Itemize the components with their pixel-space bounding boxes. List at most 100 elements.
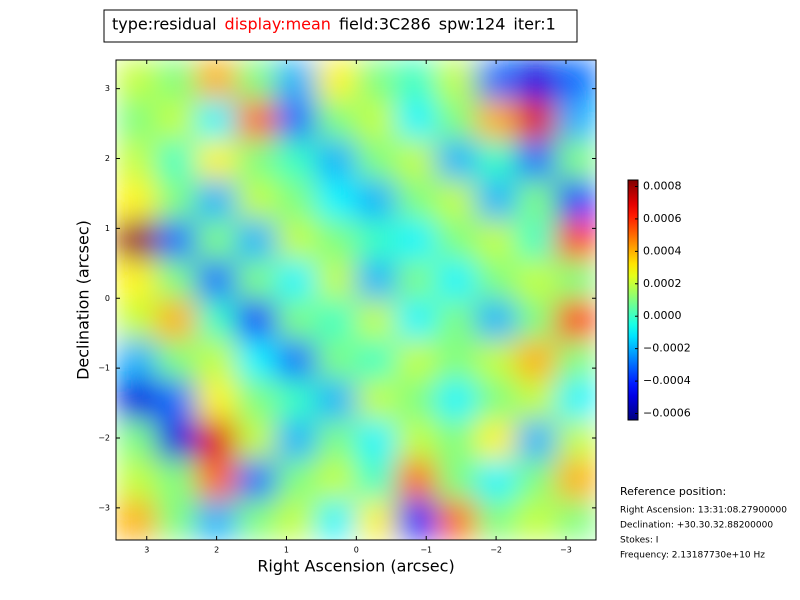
- heatmap-cell: [396, 260, 437, 301]
- heatmap-cell: [476, 340, 517, 381]
- heatmap-cell: [436, 380, 477, 421]
- heatmap-cell: [356, 140, 397, 181]
- heatmap-cell: [396, 340, 437, 381]
- x-tick-label: 1: [284, 546, 289, 555]
- heatmap-cell: [236, 180, 277, 221]
- x-tick-label: 3: [144, 546, 149, 555]
- colorbar-tick-label: 0.0000: [643, 309, 682, 322]
- heatmap-cell: [156, 420, 197, 461]
- heatmap-cell: [316, 260, 357, 301]
- heatmap-cell: [316, 380, 357, 421]
- heatmap-cell: [356, 460, 397, 501]
- heatmap-cell: [556, 180, 596, 221]
- heatmap-cell: [556, 140, 596, 181]
- heatmap-cell: [396, 220, 437, 261]
- heatmap-cell: [156, 140, 197, 181]
- heatmap-cell: [236, 100, 277, 141]
- heatmap-cell: [556, 380, 596, 421]
- y-tick-label: 0: [105, 294, 110, 303]
- y-tick-label: 3: [105, 84, 110, 93]
- heatmap-cell: [356, 380, 397, 421]
- heatmap-cell: [516, 140, 557, 181]
- heatmap-cell: [116, 180, 157, 221]
- heatmap-cell: [356, 500, 397, 540]
- heatmap-cell: [556, 500, 596, 540]
- heatmap-cell: [476, 500, 517, 540]
- colorbar-tick-label: −0.0002: [643, 342, 691, 355]
- heatmap-cell: [196, 180, 237, 221]
- heatmap-cell: [556, 100, 596, 141]
- reference-line: Right Ascension: 13:31:08.27900000: [620, 506, 787, 516]
- y-tick-label: −3: [98, 503, 110, 512]
- heatmap-cell: [516, 180, 557, 221]
- heatmap-cell: [356, 260, 397, 301]
- heatmap-cell: [276, 300, 317, 341]
- title-part: type:residual: [112, 15, 217, 34]
- heatmap-cell: [156, 180, 197, 221]
- colorbar-tick-label: −0.0004: [643, 374, 691, 387]
- heatmap-cell: [196, 60, 237, 101]
- heatmap-cell: [276, 180, 317, 221]
- heatmap-cell: [436, 300, 477, 341]
- heatmap-cell: [476, 60, 517, 101]
- heatmap-cell: [356, 100, 397, 141]
- heatmap-cell: [436, 260, 477, 301]
- heatmap-cell: [236, 140, 277, 181]
- heatmap-cell: [156, 220, 197, 261]
- heatmap-cell: [396, 140, 437, 181]
- heatmap-cell: [196, 380, 237, 421]
- heatmap-cell: [356, 180, 397, 221]
- heatmap-cell: [156, 380, 197, 421]
- heatmap-cell: [476, 220, 517, 261]
- heatmap-cell: [156, 60, 197, 101]
- heatmap-cell: [396, 500, 437, 540]
- heatmap-cell: [156, 260, 197, 301]
- colorbar-tick-label: −0.0006: [643, 407, 691, 420]
- heatmap: [116, 60, 596, 540]
- heatmap-cell: [276, 460, 317, 501]
- heatmap-cell: [556, 460, 596, 501]
- heatmap-cell: [196, 260, 237, 301]
- heatmap-cell: [316, 300, 357, 341]
- heatmap-cell: [156, 460, 197, 501]
- heatmap-cell: [516, 380, 557, 421]
- heatmap-cell: [116, 140, 157, 181]
- colorbar-tick-label: 0.0006: [643, 212, 682, 225]
- heatmap-cell: [476, 380, 517, 421]
- heatmap-cell: [236, 60, 277, 101]
- heatmap-cell: [196, 220, 237, 261]
- heatmap-cell: [516, 100, 557, 141]
- y-tick-label: 2: [105, 154, 110, 163]
- heatmap-cell: [156, 340, 197, 381]
- heatmap-cell: [396, 460, 437, 501]
- title-part: field:3C286: [339, 15, 431, 34]
- heatmap-cell: [316, 140, 357, 181]
- heatmap-cells: [116, 60, 596, 540]
- reference-line: Stokes: I: [620, 536, 658, 546]
- heatmap-cell: [436, 140, 477, 181]
- heatmap-cell: [396, 100, 437, 141]
- x-tick-label: 2: [214, 546, 219, 555]
- heatmap-cell: [436, 420, 477, 461]
- y-tick-label: −1: [98, 364, 110, 373]
- heatmap-cell: [236, 220, 277, 261]
- heatmap-cell: [316, 180, 357, 221]
- heatmap-cell: [116, 420, 157, 461]
- heatmap-cell: [556, 420, 596, 461]
- heatmap-cell: [316, 60, 357, 101]
- heatmap-cell: [116, 460, 157, 501]
- heatmap-cell: [556, 220, 596, 261]
- heatmap-cell: [436, 500, 477, 540]
- heatmap-cell: [396, 380, 437, 421]
- colorbar-tick-label: 0.0008: [643, 179, 682, 192]
- title-part: spw:124: [439, 15, 506, 34]
- heatmap-cell: [316, 460, 357, 501]
- heatmap-cell: [316, 340, 357, 381]
- heatmap-cell: [436, 340, 477, 381]
- heatmap-cell: [356, 220, 397, 261]
- heatmap-cell: [476, 460, 517, 501]
- heatmap-cell: [196, 340, 237, 381]
- heatmap-cell: [236, 380, 277, 421]
- heatmap-cell: [516, 260, 557, 301]
